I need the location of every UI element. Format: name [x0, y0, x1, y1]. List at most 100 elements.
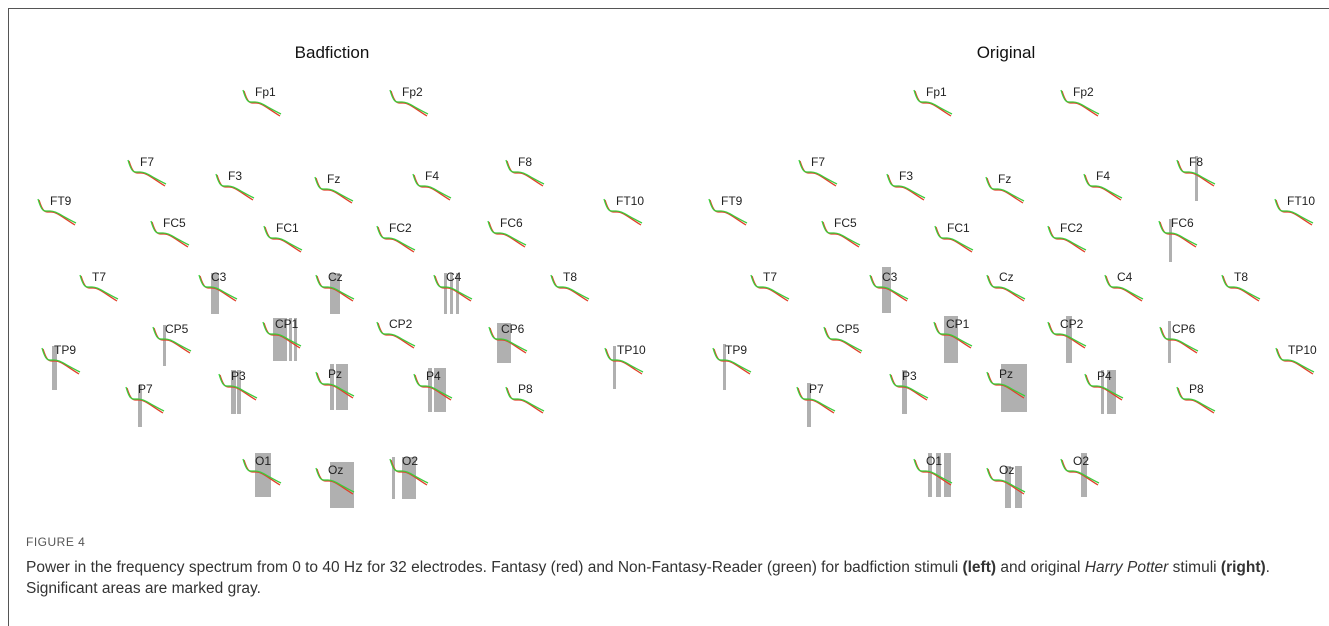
- electrode-label: FC6: [1171, 216, 1194, 230]
- significance-area: [1066, 316, 1072, 363]
- significance-area: [1101, 370, 1104, 414]
- significance-area: [434, 368, 446, 412]
- spectrum-green: [218, 373, 258, 399]
- spectrum-green: [869, 274, 909, 300]
- spectrum-green: [1047, 225, 1087, 251]
- spectrum-green: [433, 274, 473, 300]
- significance-area: [450, 273, 453, 314]
- electrode-label: Fp2: [1073, 85, 1094, 99]
- caption-part: Harry Potter: [1084, 559, 1169, 576]
- significance-area: [294, 318, 297, 361]
- spectrum-green: [712, 347, 752, 373]
- spectrum-green: [79, 274, 119, 300]
- spectrum-green: [376, 225, 416, 251]
- spectrum-green: [1176, 159, 1216, 185]
- spectrum-green: [1275, 347, 1315, 373]
- spectrum-green: [488, 326, 528, 352]
- spectrum-green: [1159, 326, 1199, 352]
- significance-area: [1001, 364, 1027, 412]
- electrode-label: P8: [518, 382, 533, 396]
- significance-area: [237, 370, 241, 414]
- caption-part: and original: [996, 559, 1085, 576]
- electrode-label: C4: [446, 270, 462, 284]
- spectrum-green: [413, 373, 453, 399]
- electrode-label: F3: [899, 169, 913, 183]
- significance-area: [944, 316, 958, 363]
- electrode-label: Fp2: [402, 85, 423, 99]
- electrode-label: O1: [926, 454, 942, 468]
- electrode-label: Pz: [999, 367, 1013, 381]
- spectrum-green: [1060, 458, 1100, 484]
- spectrum-green: [152, 326, 192, 352]
- spectrum-green: [1221, 274, 1261, 300]
- spectrum-green: [389, 89, 429, 115]
- electrode-label: T7: [763, 270, 777, 284]
- significance-area: [1168, 321, 1171, 363]
- spectrum-green: [389, 458, 429, 484]
- significance-area: [944, 453, 951, 497]
- significance-area: [1195, 156, 1198, 201]
- spectrum-green: [750, 274, 790, 300]
- electrode-label: T7: [92, 270, 106, 284]
- caption-part: (left): [962, 559, 997, 576]
- electrode-label: Fz: [327, 172, 340, 186]
- electrode-label: F8: [1189, 155, 1203, 169]
- spectrum-green: [1084, 373, 1124, 399]
- significance-area: [1005, 466, 1011, 508]
- significance-area: [211, 273, 219, 314]
- electrode-label: T8: [1234, 270, 1248, 284]
- significance-area: [402, 457, 416, 499]
- electrode-label: P4: [426, 369, 441, 383]
- spectrum-green: [708, 198, 748, 224]
- significance-area: [336, 364, 348, 410]
- spectrum-green: [886, 173, 926, 199]
- spectrum-green: [242, 89, 282, 115]
- spectrum-green: [1176, 386, 1216, 412]
- spectrum-green: [242, 458, 282, 484]
- significance-area: [52, 346, 57, 390]
- significance-area: [928, 453, 932, 497]
- electrode-label: Fp1: [926, 85, 947, 99]
- electrode-label: T8: [563, 270, 577, 284]
- spectrum-green: [150, 220, 190, 246]
- spectrum-green: [1104, 274, 1144, 300]
- spectrum-green: [798, 159, 838, 185]
- electrode-label: Pz: [328, 367, 342, 381]
- electrode-label: FT10: [616, 194, 644, 208]
- spectrum-green: [986, 467, 1026, 493]
- spectrum-green: [796, 386, 836, 412]
- electrode-label: CP1: [946, 317, 970, 331]
- electrode-label: CP6: [501, 322, 525, 336]
- electrode-label: P8: [1189, 382, 1204, 396]
- electrode-label: FT9: [50, 194, 72, 208]
- figure-frame: [8, 8, 1329, 626]
- significance-area: [330, 273, 340, 314]
- spectrum-green: [933, 321, 973, 347]
- significance-area: [1015, 466, 1022, 508]
- electrode-label: F8: [518, 155, 532, 169]
- significance-area: [456, 273, 459, 314]
- spectrum-green: [823, 326, 863, 352]
- significance-area: [163, 325, 166, 366]
- spectrum-green: [37, 198, 77, 224]
- spectrum-green: [315, 274, 355, 300]
- spectrum-green: [376, 321, 416, 347]
- spectrum-green: [505, 159, 545, 185]
- significance-area: [428, 368, 432, 412]
- significance-area: [392, 457, 395, 499]
- electrode-label: P3: [902, 369, 917, 383]
- electrode-label: F7: [811, 155, 825, 169]
- electrode-label: P3: [231, 369, 246, 383]
- electrode-label: Fz: [998, 172, 1011, 186]
- electrode-label: O2: [1073, 454, 1089, 468]
- spectrum-green: [1047, 321, 1087, 347]
- spectrum-green: [934, 225, 974, 251]
- electrode-label: TP9: [54, 343, 76, 357]
- spectrum-green: [505, 386, 545, 412]
- electrode-label: P7: [138, 382, 153, 396]
- electrode-label: FT9: [721, 194, 743, 208]
- significance-area: [497, 323, 511, 363]
- electrode-label: C4: [1117, 270, 1133, 284]
- panel-title: Badfiction: [295, 43, 370, 62]
